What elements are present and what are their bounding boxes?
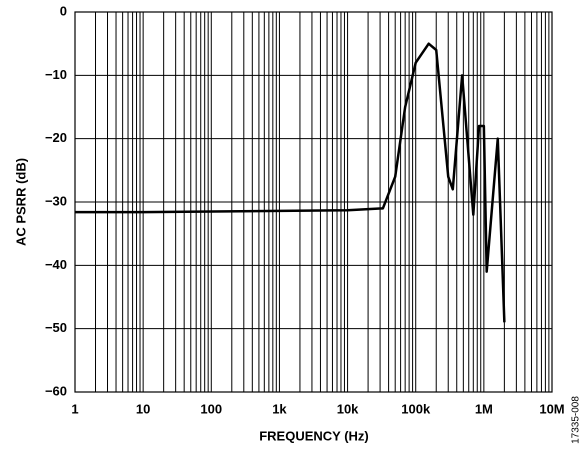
x-tick-label: 10k [337,401,359,416]
x-tick-label: 100k [401,401,431,416]
x-axis-label: FREQUENCY (Hz) [259,428,369,443]
x-tick-label: 100 [200,401,222,416]
y-tick-label: −60 [45,383,67,398]
plot-frame [74,11,553,393]
x-tick-label: 10M [539,401,564,416]
x-tick-label: 1 [71,401,78,416]
x-tick-label: 1M [475,401,493,416]
y-tick-label: −10 [45,67,67,82]
y-tick-label: 0 [60,3,67,18]
x-tick-label: 1k [272,401,287,416]
x-tick-label: 10 [136,401,150,416]
y-tick-label: −30 [45,193,67,208]
figure-id: 17335-008 [571,396,582,444]
data-line [75,42,506,323]
y-tick-label: −20 [45,130,67,145]
y-axis-label: AC PSRR (dB) [13,158,28,246]
y-tick-label: −50 [45,320,67,335]
y-tick-label: −40 [45,257,67,272]
